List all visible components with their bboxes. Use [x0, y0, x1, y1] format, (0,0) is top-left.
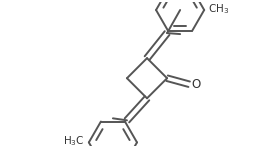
Text: O: O — [192, 78, 201, 91]
Text: CH$_3$: CH$_3$ — [208, 2, 229, 16]
Text: H$_3$C: H$_3$C — [63, 135, 85, 148]
